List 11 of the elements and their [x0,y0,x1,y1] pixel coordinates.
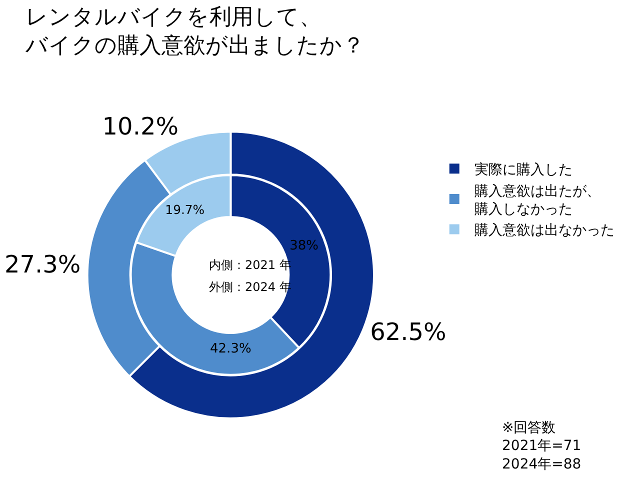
data-label: 27.3% [4,250,81,279]
legend-label: 購入意欲は出たが、購入しなかった [474,183,600,218]
data-label: 62.5% [370,318,446,346]
data-label: 19.7% [165,202,205,218]
chart-title: レンタルバイクを利用して、バイクの購入意欲が出ましたか？ [24,5,364,59]
data-label: 38% [290,238,319,254]
data-label: 42.3% [210,342,252,357]
legend-label: 購入意欲は出なかった [474,222,614,239]
data-label: 10.2% [102,112,179,140]
text: ※回答数 2021年=71 2024年=88 [502,420,582,472]
legend-label: 実際に購入した [474,162,572,178]
